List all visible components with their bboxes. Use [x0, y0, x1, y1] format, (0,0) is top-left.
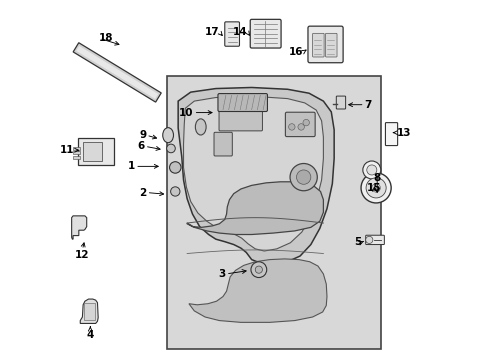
Text: 18: 18	[99, 33, 114, 43]
Circle shape	[288, 124, 294, 130]
FancyBboxPatch shape	[73, 156, 80, 159]
Circle shape	[250, 262, 266, 278]
FancyBboxPatch shape	[218, 94, 267, 112]
Polygon shape	[80, 299, 98, 323]
Bar	[167, 76, 380, 348]
Polygon shape	[187, 182, 323, 234]
FancyBboxPatch shape	[285, 112, 314, 136]
Circle shape	[169, 162, 181, 173]
Text: 3: 3	[218, 269, 225, 279]
Text: 9: 9	[139, 130, 146, 140]
Text: 8: 8	[373, 173, 380, 183]
Circle shape	[365, 236, 372, 243]
FancyBboxPatch shape	[312, 33, 324, 57]
Text: 17: 17	[204, 27, 219, 37]
Circle shape	[296, 170, 310, 184]
Polygon shape	[76, 46, 158, 99]
FancyBboxPatch shape	[214, 132, 232, 156]
Text: 1: 1	[128, 161, 135, 171]
FancyBboxPatch shape	[250, 19, 281, 48]
Ellipse shape	[163, 128, 173, 143]
FancyBboxPatch shape	[385, 123, 397, 145]
Circle shape	[303, 120, 309, 126]
FancyBboxPatch shape	[219, 111, 262, 131]
Text: 14: 14	[232, 27, 247, 37]
Polygon shape	[188, 259, 326, 322]
Circle shape	[360, 173, 390, 203]
FancyBboxPatch shape	[73, 147, 80, 149]
FancyBboxPatch shape	[336, 96, 345, 109]
Text: 16: 16	[288, 46, 303, 57]
Circle shape	[366, 178, 386, 198]
Text: 6: 6	[137, 141, 144, 151]
Circle shape	[297, 124, 304, 130]
Circle shape	[170, 187, 180, 196]
Polygon shape	[178, 87, 333, 264]
FancyBboxPatch shape	[365, 235, 384, 244]
Text: 11: 11	[60, 145, 74, 155]
Circle shape	[255, 266, 262, 273]
FancyBboxPatch shape	[325, 33, 336, 57]
Text: 4: 4	[86, 330, 94, 340]
Text: 7: 7	[364, 100, 371, 110]
Circle shape	[366, 165, 376, 175]
Polygon shape	[183, 96, 323, 251]
Circle shape	[362, 161, 380, 179]
FancyBboxPatch shape	[83, 141, 102, 161]
Circle shape	[166, 144, 175, 153]
Text: 13: 13	[396, 128, 410, 138]
FancyBboxPatch shape	[83, 303, 94, 320]
Polygon shape	[73, 43, 161, 102]
Circle shape	[371, 184, 380, 192]
Text: 15: 15	[366, 183, 381, 193]
Ellipse shape	[195, 119, 206, 135]
Polygon shape	[72, 216, 86, 239]
FancyBboxPatch shape	[78, 138, 113, 165]
Circle shape	[289, 163, 317, 191]
Text: 10: 10	[179, 108, 193, 118]
Text: 5: 5	[353, 237, 360, 247]
Text: 2: 2	[139, 188, 146, 198]
FancyBboxPatch shape	[307, 26, 343, 63]
Polygon shape	[171, 162, 180, 171]
Text: 12: 12	[75, 250, 89, 260]
FancyBboxPatch shape	[73, 151, 80, 154]
FancyBboxPatch shape	[224, 22, 239, 46]
